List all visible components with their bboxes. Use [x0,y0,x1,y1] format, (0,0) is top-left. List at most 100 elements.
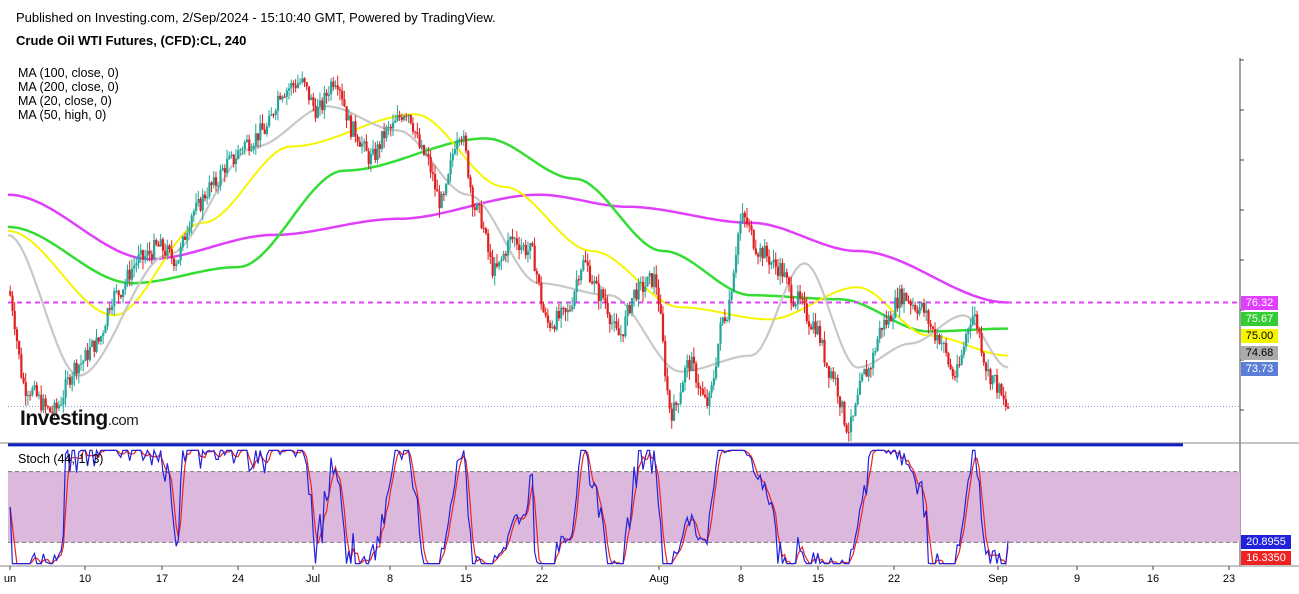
candle-body [734,255,738,273]
candle-body [155,239,158,245]
candle-body [192,210,196,216]
candle-body [741,212,744,222]
candle-body [57,405,61,409]
candle-body [615,321,618,329]
candle-body [726,319,729,322]
candle-body [745,217,749,225]
candle-body [172,258,176,267]
candle-body [575,279,578,292]
candle-body [712,378,715,386]
candle-body [816,326,819,335]
candle-body [772,259,775,263]
candle-body [568,309,572,311]
candle-body [861,374,864,381]
candle-body [325,92,328,96]
candle-body [122,289,125,298]
candle-body [73,362,76,377]
candle-body [644,286,647,292]
candle-body [228,155,231,159]
candle-body [99,336,103,342]
candle-body [352,121,355,137]
candle-body [425,154,428,156]
candle-body [312,97,315,106]
candle-body [602,289,605,298]
candle-body [354,121,357,137]
candle-body [965,333,968,347]
candle-body [989,369,992,385]
candle-body [29,395,32,397]
candle-body [768,256,771,265]
candle-body [903,292,906,305]
candle-body [400,117,404,120]
candle-body [898,288,901,309]
candle-body [723,317,727,322]
legend-ma100: MA (100, close, 0) [18,66,119,80]
candle-body [987,369,990,372]
candle-body [409,115,412,124]
candle-body [788,277,791,285]
candle-body [153,239,156,259]
candle-body [765,245,769,257]
candle-body [783,272,786,277]
candle-body [427,154,430,157]
candle-body [856,394,859,405]
candle-body [137,254,140,264]
candle-body [243,142,246,150]
candle-body [664,341,667,377]
candle-body [394,120,397,123]
candle-body [245,139,249,143]
candle-body [650,273,654,287]
candle-body [464,135,468,152]
candle-body [338,89,342,91]
candle-body [553,326,556,330]
candle-body [40,394,43,411]
candle-body [88,346,92,360]
x-tick-label: 8 [386,573,394,585]
candle-body [507,240,510,256]
candle-body [869,368,873,370]
candle-body [323,92,326,111]
price-tag: 74.68 [1241,346,1278,360]
price-tag: 76.32 [1241,296,1278,310]
candle-body [66,377,69,380]
candle-body [133,265,136,269]
candle-body [458,139,461,141]
candle-body [210,182,213,186]
candle-body [653,274,656,287]
candle-body [367,151,370,165]
stoch-k-line [9,448,1009,565]
x-tick-label: 16 [1146,573,1160,585]
candle-body [110,306,114,310]
candle-body [250,149,253,151]
candle-body [336,85,339,90]
candle-body [887,315,890,325]
candle-body [95,337,98,352]
candle-body [380,131,384,149]
candle-body [934,328,937,341]
candle-body [334,85,337,87]
candle-body [195,202,198,211]
candle-body [148,250,151,255]
candle-body [203,194,207,199]
candle-body [916,310,919,314]
candle-body [287,88,291,91]
legend-ma50: MA (50, high, 0) [18,108,107,122]
candle-body [164,250,167,256]
candle-body [894,297,897,318]
x-tick-label: 24 [231,573,245,585]
candle-body [889,315,892,322]
candle-body [679,392,682,404]
candle-body [445,183,448,195]
candle-body [188,226,191,233]
candle-body [389,126,392,129]
candle-body [940,343,943,345]
candle-body [597,283,600,302]
candle-body [208,182,211,197]
candle-body [168,245,171,250]
candle-body [531,243,534,246]
candle-body [593,280,596,284]
candle-body [945,343,948,353]
candle-body [502,253,505,260]
candle-body [113,290,116,307]
